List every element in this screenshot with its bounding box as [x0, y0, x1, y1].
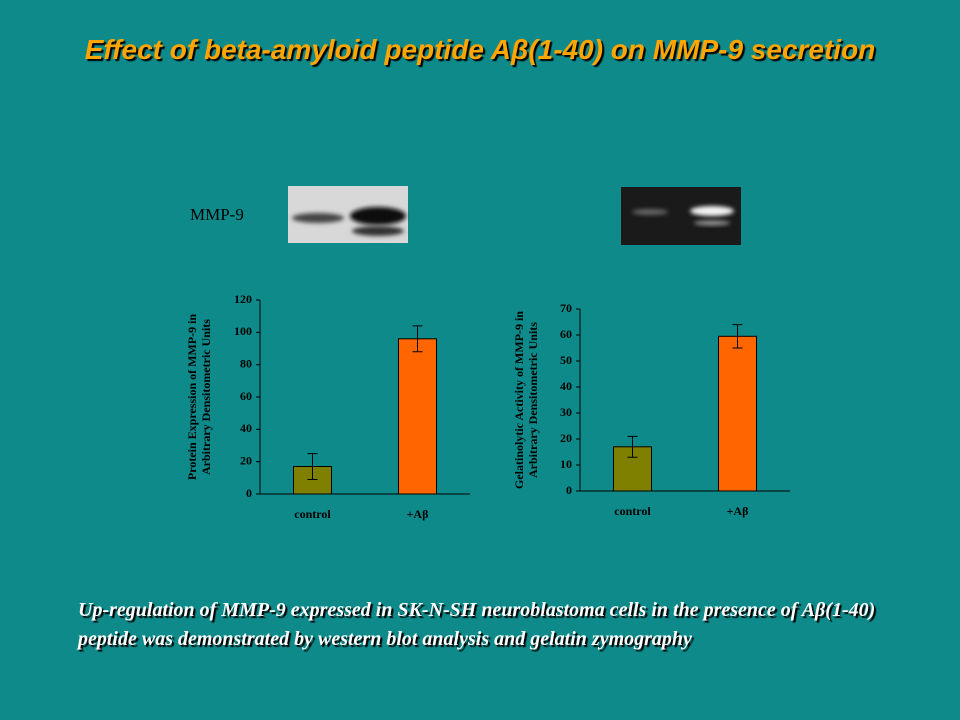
- y-tick-label: 20: [560, 431, 572, 445]
- y-tick-label: 10: [560, 457, 572, 471]
- x-tick-label: +Aβ: [407, 507, 429, 521]
- error-bar: [412, 325, 423, 353]
- y-axis-label-line: Gelatinolytic Activity of MMP-9 in: [512, 311, 526, 489]
- y-axis-label-line: Protein Expression of MMP-9 in: [185, 314, 199, 481]
- y-axis-label: Protein Expression of MMP-9 inArbitrary …: [185, 314, 213, 481]
- error-bar: [732, 324, 743, 349]
- zymography: [621, 187, 741, 245]
- x-tick-label: +Aβ: [727, 504, 749, 518]
- error-bar: [307, 453, 318, 480]
- x-tick-label: control: [294, 507, 331, 521]
- blot-label: MMP-9: [190, 205, 244, 224]
- y-axis-label-line: Arbitrary Densitometric Units: [199, 319, 213, 475]
- y-tick-label: 0: [246, 486, 252, 500]
- y-tick-label: 40: [560, 379, 572, 393]
- bar: [718, 335, 757, 492]
- y-axis-label: Gelatinolytic Activity of MMP-9 inArbitr…: [512, 311, 540, 489]
- slide-title: Effect of beta-amyloid peptide Aβ(1-40) …: [84, 34, 876, 65]
- y-tick-label: 0: [566, 483, 572, 497]
- western-blot: [288, 186, 408, 243]
- y-tick-label: 70: [560, 301, 572, 315]
- bar: [398, 338, 437, 495]
- y-axis-label-line: Arbitrary Densitometric Units: [526, 322, 540, 478]
- caption: Up-regulation of MMP-9 expressed in SK-N…: [78, 599, 876, 650]
- y-tick-label: 40: [240, 421, 252, 435]
- y-tick-label: 20: [240, 453, 252, 467]
- y-tick-label: 120: [234, 292, 252, 306]
- y-tick-label: 50: [560, 353, 572, 367]
- y-tick-label: 100: [234, 324, 252, 338]
- x-tick-label: control: [614, 504, 651, 518]
- y-tick-label: 80: [240, 356, 252, 370]
- error-bar: [627, 435, 638, 458]
- y-tick-label: 60: [240, 389, 252, 403]
- y-tick-label: 60: [560, 327, 572, 341]
- y-tick-label: 30: [560, 405, 572, 419]
